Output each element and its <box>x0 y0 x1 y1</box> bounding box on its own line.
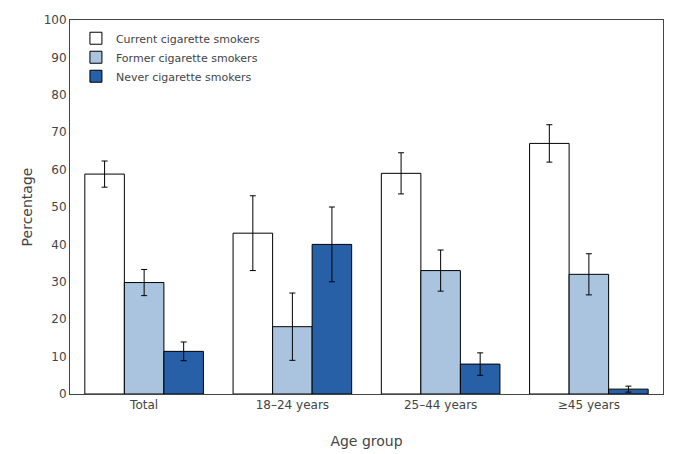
svg-text:Total: Total <box>129 398 158 412</box>
svg-text:50: 50 <box>51 200 66 214</box>
svg-text:0: 0 <box>59 387 67 401</box>
svg-text:100: 100 <box>44 13 67 27</box>
svg-text:Never cigarette smokers: Never cigarette smokers <box>116 71 252 84</box>
svg-text:30: 30 <box>51 275 66 289</box>
svg-text:Former cigarette smokers: Former cigarette smokers <box>116 52 258 65</box>
svg-text:70: 70 <box>51 125 66 139</box>
svg-text:25–44 years: 25–44 years <box>404 398 477 412</box>
svg-text:≥45 years: ≥45 years <box>558 398 620 412</box>
svg-text:Current cigarette smokers: Current cigarette smokers <box>116 33 260 46</box>
svg-text:18–24 years: 18–24 years <box>256 398 329 412</box>
svg-text:60: 60 <box>51 163 66 177</box>
svg-text:Percentage: Percentage <box>19 168 35 247</box>
svg-text:20: 20 <box>51 312 66 326</box>
svg-text:90: 90 <box>51 51 66 65</box>
svg-text:80: 80 <box>51 88 66 102</box>
svg-text:40: 40 <box>51 238 66 252</box>
svg-text:Age group: Age group <box>330 433 402 449</box>
svg-text:10: 10 <box>51 350 66 364</box>
